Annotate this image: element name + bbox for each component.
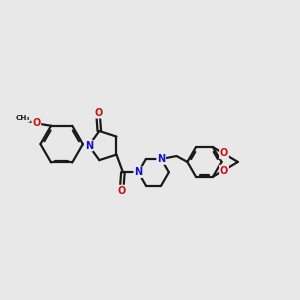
Text: N: N: [157, 154, 165, 164]
Text: N: N: [134, 167, 142, 177]
Text: CH₃: CH₃: [15, 116, 30, 122]
Text: O: O: [118, 185, 126, 196]
Text: O: O: [220, 166, 228, 176]
Text: O: O: [94, 108, 102, 118]
Text: N: N: [85, 141, 93, 151]
Text: O: O: [220, 148, 228, 158]
Text: O: O: [32, 118, 41, 128]
